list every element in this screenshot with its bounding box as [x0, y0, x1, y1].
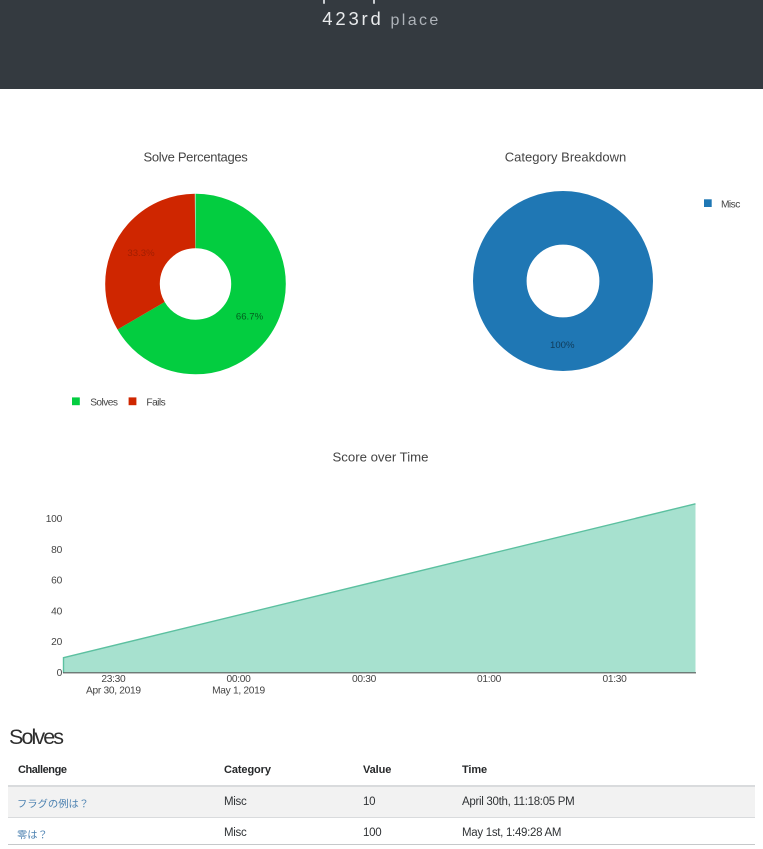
svg-text:20: 20 — [51, 637, 62, 648]
svg-text:33.3%: 33.3% — [127, 248, 155, 259]
svg-text:Solve Percentages: Solve Percentages — [143, 149, 248, 164]
svg-text:Score over Time: Score over Time — [332, 450, 428, 465]
svg-text:Apr 30, 2019: Apr 30, 2019 — [86, 686, 141, 697]
svg-text:May 1, 2019: May 1, 2019 — [212, 686, 265, 697]
svg-text:00:00: 00:00 — [227, 674, 252, 685]
svg-text:01:00: 01:00 — [477, 674, 502, 685]
svg-text:00:30: 00:30 — [352, 674, 377, 685]
svg-text:Fails: Fails — [146, 397, 165, 408]
svg-text:66.7%: 66.7% — [236, 312, 264, 323]
svg-text:60: 60 — [51, 576, 62, 587]
svg-text:Misc: Misc — [721, 199, 740, 210]
svg-text:100: 100 — [46, 514, 63, 525]
svg-text:80: 80 — [51, 545, 62, 556]
svg-text:0: 0 — [57, 668, 63, 679]
svg-text:Category Breakdown: Category Breakdown — [505, 149, 626, 164]
svg-text:40: 40 — [51, 606, 62, 617]
svg-text:01:30: 01:30 — [603, 674, 628, 685]
svg-text:23:30: 23:30 — [101, 674, 126, 685]
svg-text:100%: 100% — [550, 340, 575, 351]
svg-text:Solves: Solves — [90, 397, 118, 408]
